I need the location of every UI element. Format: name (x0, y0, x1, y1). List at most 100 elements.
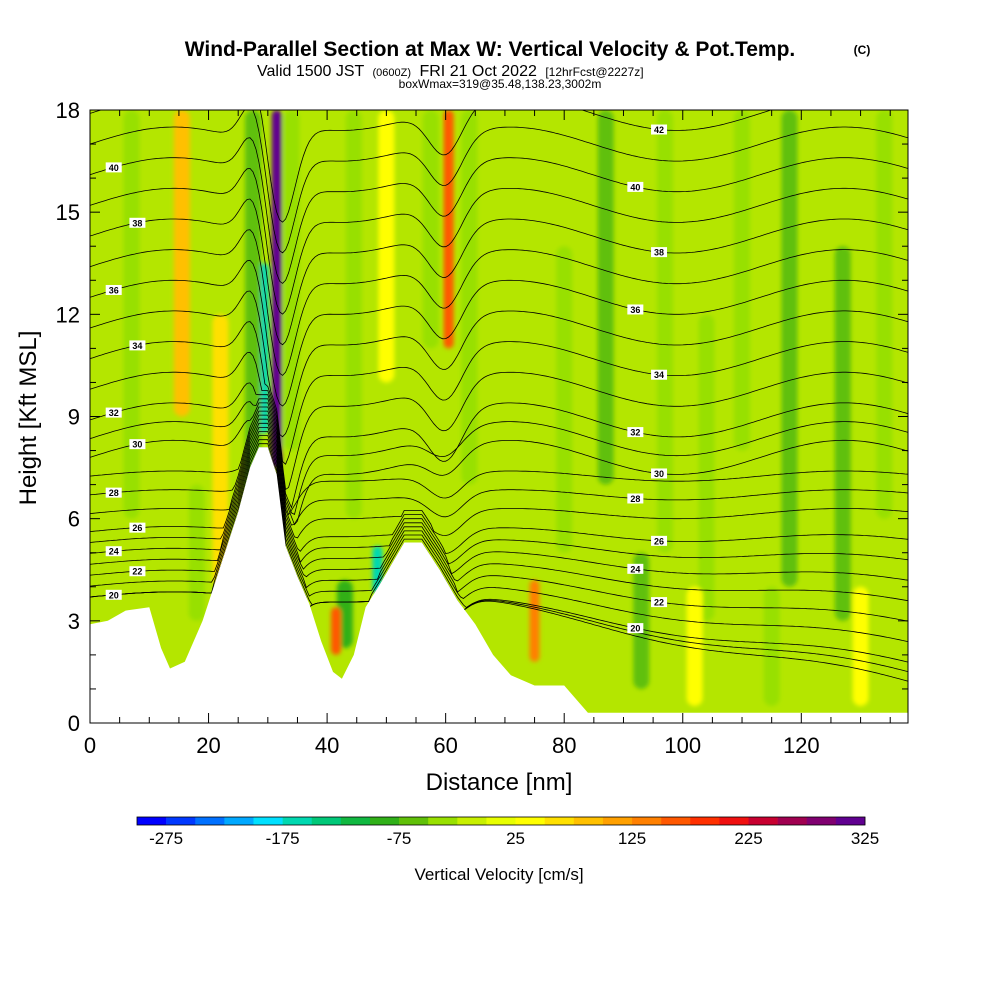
colorbar-swatch (690, 817, 720, 825)
isentrope-label-text: 22 (132, 567, 142, 577)
velocity-band-9 (330, 607, 341, 655)
isentrope-label-bg (105, 407, 122, 418)
isentrope-41 (90, 110, 908, 254)
colorbar-tick-label: -75 (387, 829, 412, 848)
isentrope-label-bg (105, 284, 122, 295)
colorbar-swatch (428, 817, 458, 825)
isentrope-label-34: 34 (651, 369, 668, 380)
colorbar-tick-label: 25 (506, 829, 525, 848)
velocity-band-4 (443, 110, 454, 349)
plot-area: 20 20 22 22 24 24 26 26 28 28 30 30 32 32 34 34 36 36 38 38… (89, 98, 909, 724)
isentrope-label-36: 36 (627, 304, 644, 315)
isentrope-label-text: 34 (132, 341, 142, 351)
isentrope-label-bg (129, 439, 146, 450)
colorbar-swatch (166, 817, 196, 825)
isentrope-label-36: 36 (105, 284, 122, 295)
colorbar-swatch (224, 817, 254, 825)
isentrope-label-22: 22 (651, 597, 668, 608)
y-tick-label: 12 (56, 302, 80, 327)
colorbar-swatch (602, 817, 633, 825)
isentrope-labels: 20 20 22 22 24 24 26 26 28 28 30 30 32 32 34 34 36 36 38 38… (105, 98, 668, 634)
isentrope-32 (90, 382, 908, 509)
x-axis-label: Distance [nm] (426, 769, 573, 796)
isentrope-label-bg (627, 304, 644, 315)
title-utc: (0600Z) (372, 67, 411, 79)
colorbar-swatch (806, 817, 837, 825)
isentrope-label-26: 26 (129, 522, 146, 533)
velocity-band-3 (283, 110, 300, 451)
isentrope-label-22: 22 (129, 566, 146, 577)
isentrope-38 (90, 198, 908, 346)
velocity-band-13 (212, 314, 229, 587)
isentrope-label-text: 34 (654, 370, 664, 380)
isentrope-label-40: 40 (627, 181, 644, 192)
y-tick-label: 6 (68, 507, 80, 532)
isentrope-label-text: 42 (132, 99, 142, 109)
title-forecast: [12hrFcst@2227z] (545, 65, 643, 79)
isentrope-27 (90, 414, 908, 539)
isentrope-label-bg (627, 493, 644, 504)
velocity-band-17 (556, 246, 573, 553)
isentrope-label-text: 32 (109, 408, 119, 418)
velocity-band-19 (656, 110, 673, 553)
isentrope-label-32: 32 (627, 427, 644, 438)
isentrope-25 (90, 422, 908, 565)
isentrope-label-bg (651, 468, 668, 479)
isentrope-31 (90, 398, 908, 515)
isentrope-39 (90, 167, 908, 315)
velocity-band-15 (345, 110, 362, 519)
colorbar-swatch (253, 817, 283, 825)
isentrope-37 (90, 229, 908, 376)
colorbar-swatch (340, 817, 371, 825)
x-tick-label: 40 (315, 733, 339, 758)
x-tick-label: 0 (84, 733, 96, 758)
title-valid-line: Valid 1500 JST (0600Z) FRI 21 Oct 2022 [… (257, 63, 644, 80)
isentrope-label-30: 30 (651, 468, 668, 479)
isentrope-label-text: 26 (654, 536, 664, 546)
title-valid: Valid 1500 JST (257, 63, 365, 80)
y-axis-label: Height [Kft MSL] (15, 331, 42, 506)
isentrope-label-text: 36 (109, 285, 119, 295)
x-tick-label: 60 (433, 733, 457, 758)
isentrope-label-24: 24 (105, 546, 122, 557)
velocity-band-22 (781, 110, 798, 587)
y-tick-label: 18 (56, 98, 80, 123)
velocity-band-20 (698, 314, 715, 621)
isentrope-label-text: 28 (630, 494, 640, 504)
isentrope-label-text: 26 (132, 523, 142, 533)
title-date: FRI 21 Oct 2022 (419, 63, 536, 80)
chart-title: Wind-Parallel Section at Max W: Vertical… (185, 38, 871, 91)
colorbar-swatch (515, 817, 545, 825)
colorbar-swatch (573, 817, 604, 825)
isentrope-23 (90, 431, 908, 602)
isentrope-label-40: 40 (105, 162, 122, 173)
isentrope-label-34: 34 (129, 340, 146, 351)
colorbar-swatch (195, 817, 225, 825)
isentrope-label-38: 38 (129, 217, 146, 228)
isentrope-label-28: 28 (627, 493, 644, 504)
x-axis: 0 20 40 60 80 100 120 (84, 110, 891, 758)
isentrope-label-bg (129, 340, 146, 351)
isentrope-21 (90, 439, 908, 642)
colorbar-swatch (457, 817, 487, 825)
x-tick-label: 120 (783, 733, 820, 758)
isentrope-label-text: 20 (109, 590, 119, 600)
isentrope-label-bg (651, 247, 668, 258)
isentrope-label-bg (651, 124, 668, 135)
isentrope-label-42: 42 (129, 98, 145, 109)
colorbar-swatch (777, 817, 808, 825)
isentrope-20 (90, 443, 908, 663)
isentrope-label-text: 30 (654, 469, 664, 479)
isentrope-40 (90, 137, 908, 284)
velocity-band-11 (123, 110, 140, 519)
velocity-band-27 (686, 586, 703, 706)
isentrope-22 (90, 435, 908, 622)
isentrope-label-bg (129, 98, 145, 108)
isentrope-label-bg (129, 217, 146, 228)
isentrope-label-bg (129, 522, 146, 533)
isentrope-label-text: 42 (654, 125, 664, 135)
colorbar-swatch (835, 817, 866, 825)
isentrope-label-text: 28 (109, 488, 119, 498)
isentrope-label-bg (627, 427, 644, 438)
